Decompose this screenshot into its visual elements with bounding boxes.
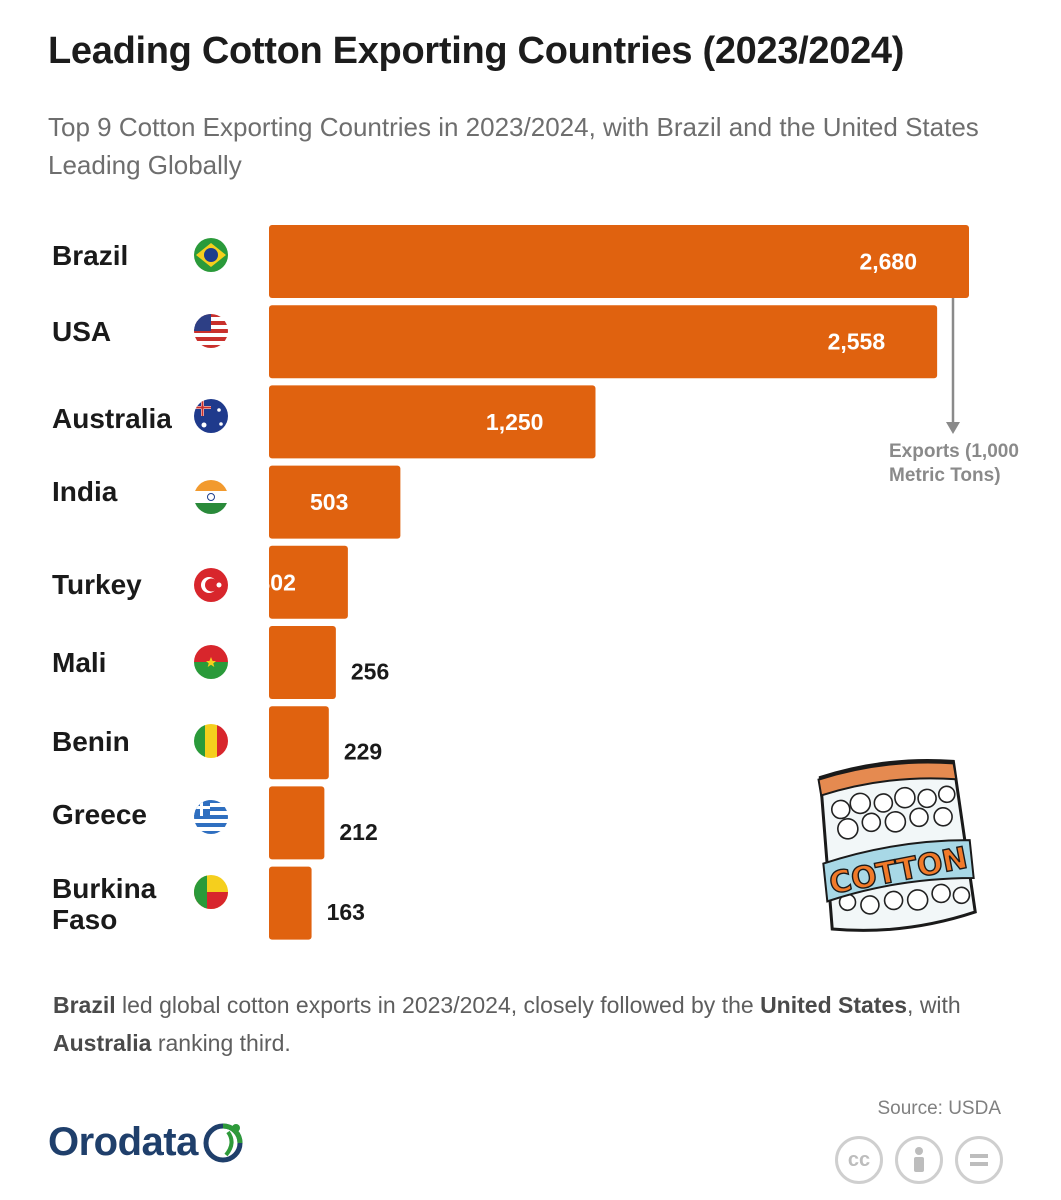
- footnote-text-3: ranking third.: [151, 1030, 291, 1056]
- category-label: Greece: [52, 799, 147, 830]
- page-subtitle: Top 9 Cotton Exporting Countries in 2023…: [48, 112, 979, 180]
- chart-footnote: Brazil led global cotton exports in 2023…: [53, 986, 1013, 1062]
- category-label: India: [52, 476, 118, 507]
- cc-icon: cc: [835, 1136, 883, 1184]
- bar: [269, 225, 969, 298]
- benin-flag-icon: [194, 875, 228, 909]
- unit-arrow-head: [946, 422, 960, 434]
- bar-chart: Exports (1,000 Metric Tons) Brazil 2,680 US…: [52, 225, 1019, 940]
- value-label: 256: [351, 659, 389, 685]
- burkina-faso-flag-icon: [194, 645, 228, 679]
- value-label: 212: [339, 819, 377, 845]
- footnote-bold-brazil: Brazil: [53, 992, 116, 1018]
- category-label: Turkey: [52, 569, 142, 600]
- australia-flag-icon: [194, 399, 228, 433]
- value-label: 229: [344, 739, 382, 765]
- category-label: Mali: [52, 647, 106, 678]
- footnote-text-2: , with: [907, 992, 961, 1018]
- brazil-flag-icon: [194, 238, 228, 272]
- category-label: Benin: [52, 726, 130, 757]
- category-label: Burkina Faso: [52, 873, 157, 935]
- category-label-line: Burkina: [52, 873, 157, 904]
- brand-mark-icon: [203, 1123, 243, 1163]
- category-label: Australia: [52, 403, 172, 434]
- value-label: 2,680: [859, 249, 917, 275]
- bar: [269, 786, 325, 860]
- no-derivatives-icon: [955, 1136, 1003, 1184]
- greece-flag-icon: [194, 800, 228, 834]
- category-label-line: Faso: [52, 904, 117, 935]
- bar: [269, 465, 401, 539]
- unit-label: Exports (1,000 Metric Tons): [889, 441, 1019, 486]
- page-title: Leading Cotton Exporting Countries (2023…: [48, 30, 905, 72]
- usa-flag-icon: [194, 314, 228, 348]
- turkey-flag-icon: [194, 568, 228, 602]
- brand-name: Orodata: [48, 1119, 198, 1164]
- footnote-text-1: led global cotton exports in 2023/2024, …: [115, 992, 761, 1018]
- value-label: 503: [310, 489, 348, 515]
- unit-label-line: Exports (1,000: [889, 441, 1019, 462]
- license-icons: cc: [835, 1136, 1003, 1184]
- category-label: Brazil: [52, 240, 128, 271]
- attribution-icon: [895, 1136, 943, 1184]
- value-label: 2,558: [828, 329, 886, 355]
- bar: [269, 545, 348, 619]
- bar: [269, 706, 329, 780]
- bar: [269, 866, 312, 940]
- category-label: USA: [52, 316, 111, 347]
- unit-label-line: Metric Tons): [889, 465, 1001, 486]
- bar: [269, 305, 938, 379]
- mali-flag-icon: [194, 724, 228, 758]
- bar: [269, 385, 596, 459]
- source-note: Source: USDA: [877, 1098, 1001, 1119]
- value-label: 163: [327, 899, 365, 925]
- india-flag-icon: [194, 480, 228, 514]
- bar: [269, 626, 336, 699]
- footnote-bold-australia: Australia: [53, 1030, 152, 1056]
- unit-annotation: Exports (1,000 Metric Tons): [889, 298, 1019, 486]
- brand-logo: Orodata: [48, 1114, 246, 1170]
- cotton-bag-illustration: COTTON: [817, 759, 977, 932]
- footnote-bold-usa: United States: [760, 992, 908, 1018]
- value-label: 302: [258, 569, 296, 595]
- value-label: 1,250: [486, 409, 544, 435]
